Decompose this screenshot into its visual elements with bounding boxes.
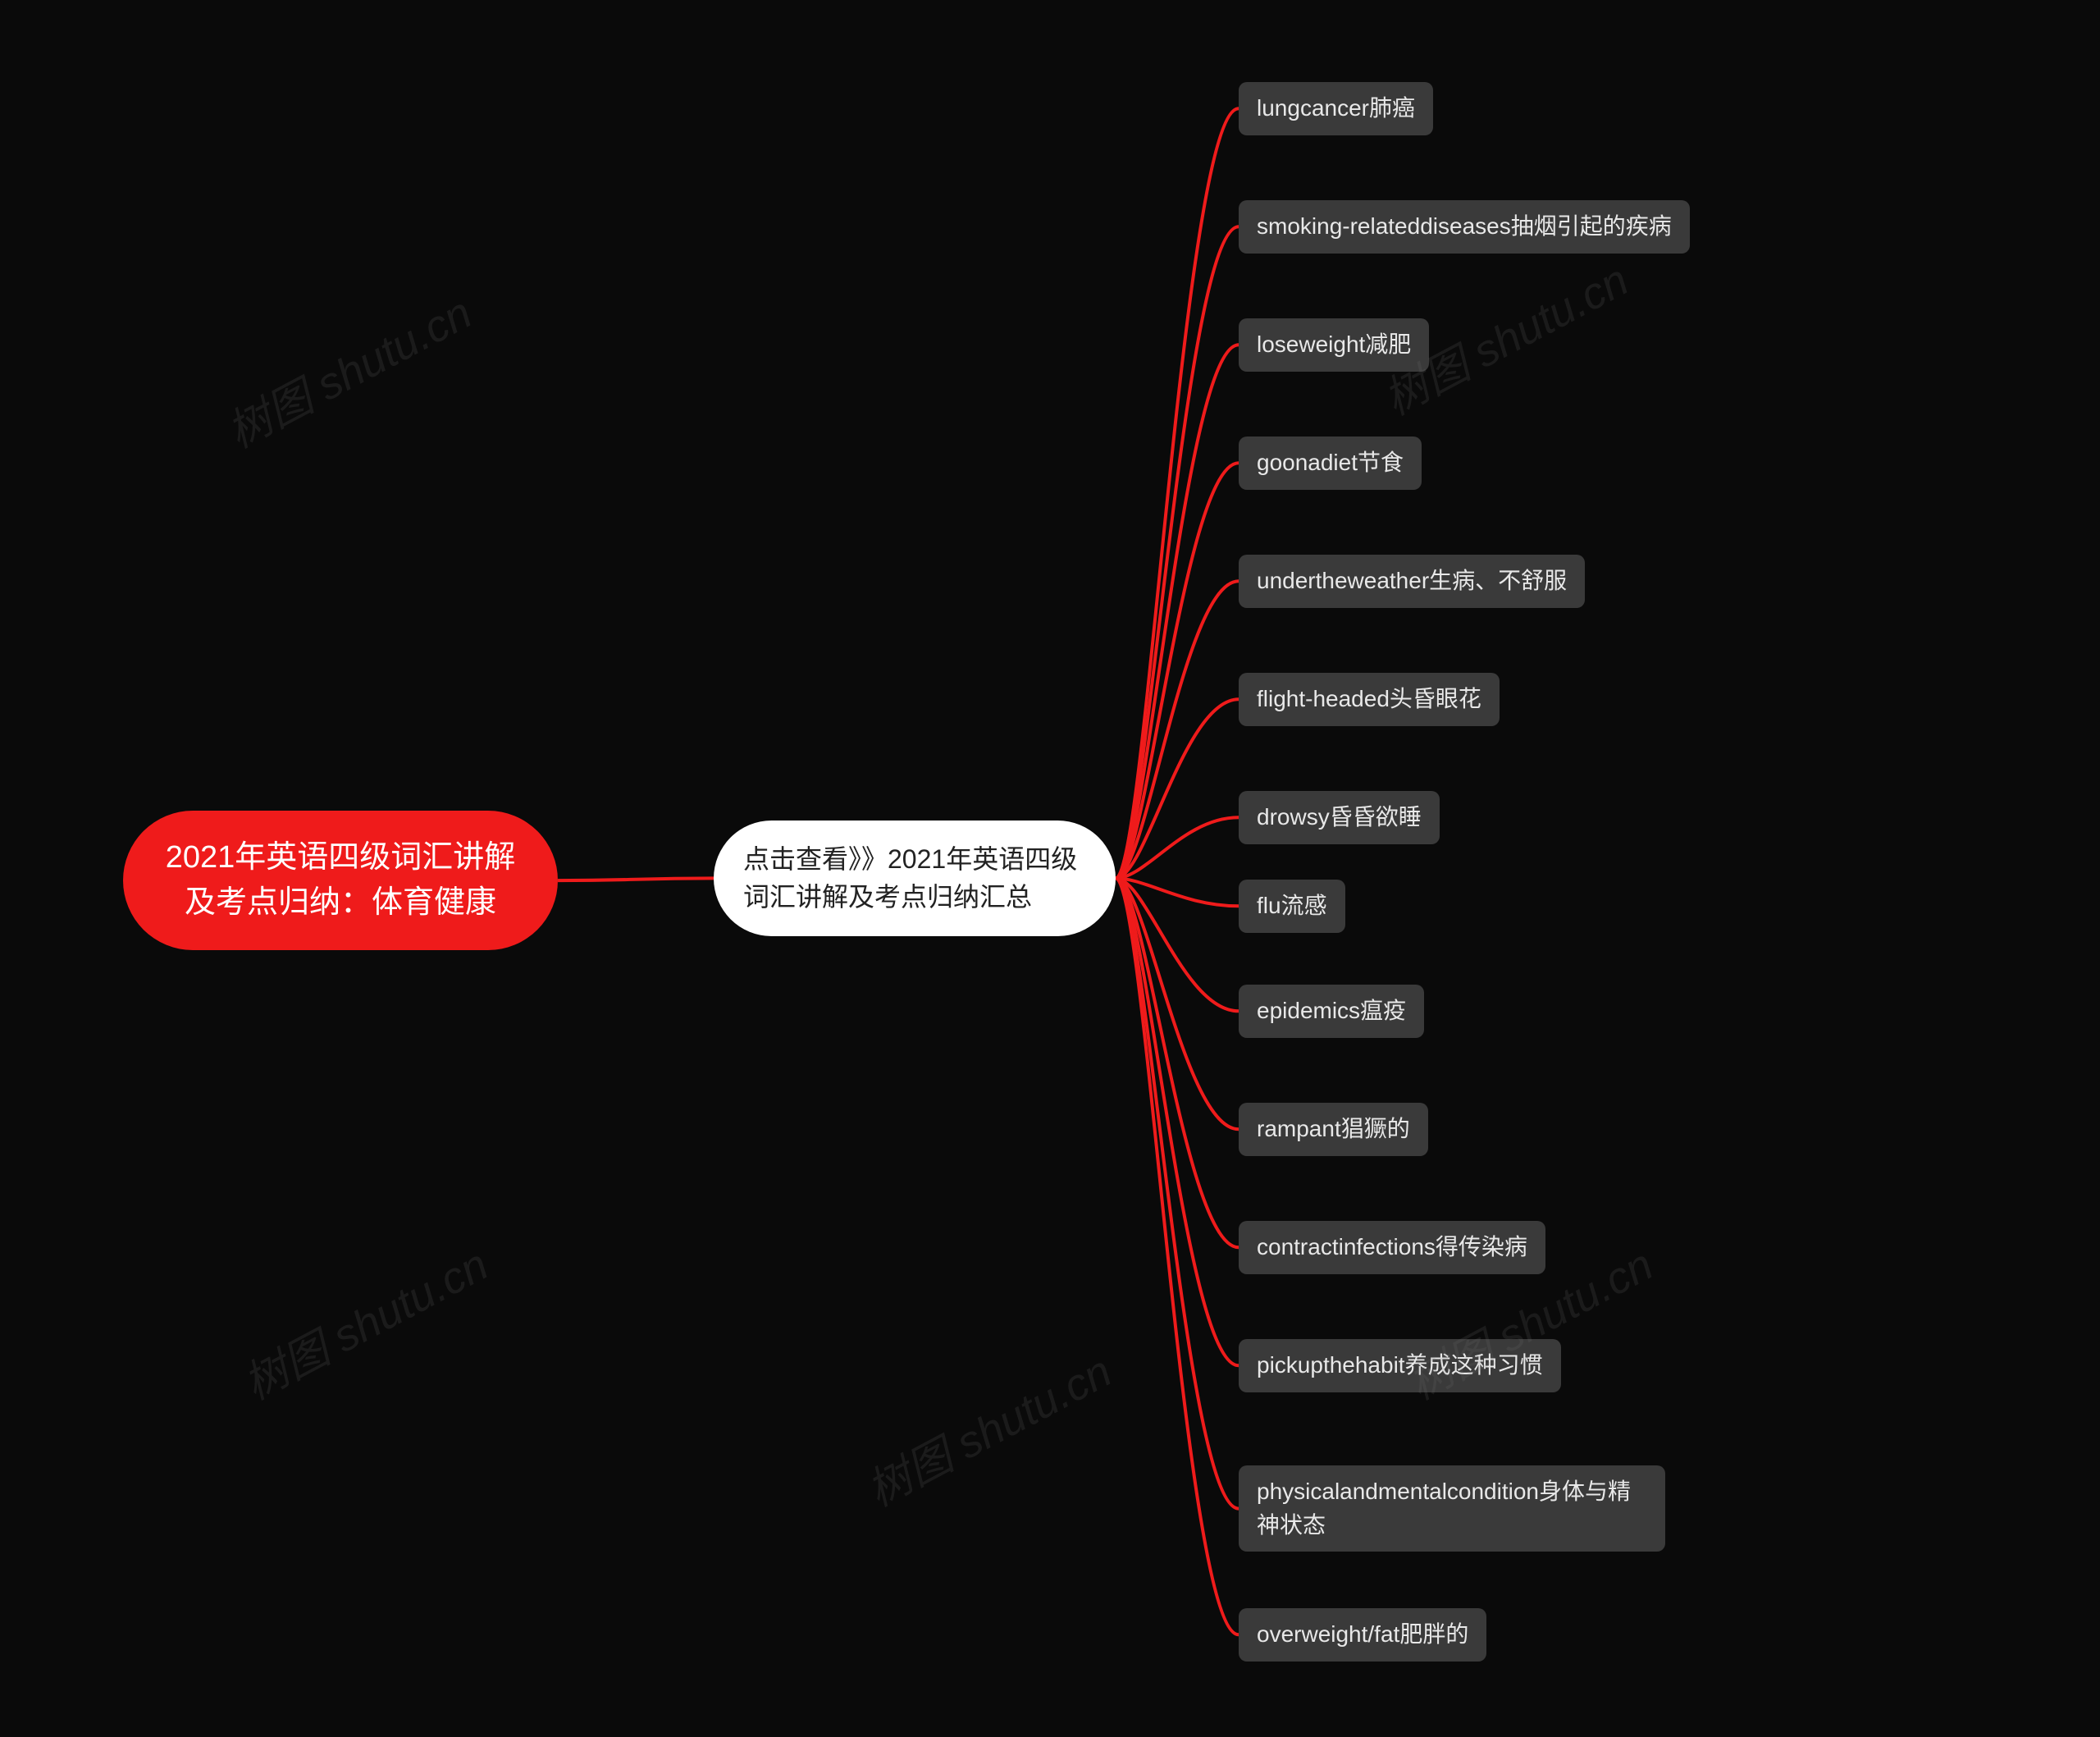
- leaf-label: pickupthehabit养成这种习惯: [1257, 1349, 1543, 1383]
- leaf-label: flu流感: [1257, 889, 1327, 923]
- leaf-node[interactable]: drowsy昏昏欲睡: [1239, 791, 1440, 844]
- leaf-node[interactable]: rampant猖獗的: [1239, 1103, 1428, 1156]
- leaf-label: loseweight减肥: [1257, 328, 1411, 362]
- leaf-node[interactable]: smoking-relateddiseases抽烟引起的疾病: [1239, 200, 1690, 254]
- leaf-node[interactable]: undertheweather生病、不舒服: [1239, 555, 1585, 608]
- leaf-label: overweight/fat肥胖的: [1257, 1618, 1468, 1652]
- root-label: 2021年英语四级词汇讲解及考点归纳：体育健康: [156, 835, 525, 926]
- leaf-node[interactable]: goonadiet节食: [1239, 437, 1422, 490]
- mid-label: 点击查看》》2021年英语四级词汇讲解及考点归纳汇总: [743, 840, 1086, 916]
- root-node[interactable]: 2021年英语四级词汇讲解及考点归纳：体育健康: [123, 811, 558, 950]
- leaf-label: epidemics瘟疫: [1257, 994, 1406, 1028]
- leaf-node[interactable]: physicalandmentalcondition身体与精神状态: [1239, 1465, 1665, 1552]
- leaf-node[interactable]: loseweight减肥: [1239, 318, 1429, 372]
- leaf-node[interactable]: lungcancer肺癌: [1239, 82, 1433, 135]
- leaf-label: goonadiet节食: [1257, 446, 1404, 480]
- leaf-node[interactable]: flu流感: [1239, 880, 1345, 933]
- leaf-label: undertheweather生病、不舒服: [1257, 565, 1567, 598]
- leaf-label: lungcancer肺癌: [1257, 92, 1415, 126]
- watermark-text: 树图 shutu.cn: [214, 277, 482, 460]
- leaf-node[interactable]: epidemics瘟疫: [1239, 985, 1424, 1038]
- mid-node[interactable]: 点击查看》》2021年英语四级词汇讲解及考点归纳汇总: [714, 821, 1116, 936]
- watermark-text: 树图 shutu.cn: [231, 1229, 498, 1412]
- mindmap-canvas: { "type": "mindmap", "background_color":…: [0, 0, 2100, 1737]
- leaf-node[interactable]: contractinfections得传染病: [1239, 1221, 1545, 1274]
- leaf-label: contractinfections得传染病: [1257, 1231, 1527, 1264]
- leaf-node[interactable]: flight-headed头昏眼花: [1239, 673, 1500, 726]
- leaf-label: smoking-relateddiseases抽烟引起的疾病: [1257, 210, 1672, 244]
- watermark-text: 树图 shutu.cn: [854, 1336, 1121, 1519]
- leaf-label: drowsy昏昏欲睡: [1257, 801, 1422, 834]
- leaf-label: flight-headed头昏眼花: [1257, 683, 1481, 716]
- leaf-node[interactable]: overweight/fat肥胖的: [1239, 1608, 1486, 1662]
- leaf-label: physicalandmentalcondition身体与精神状态: [1257, 1475, 1647, 1542]
- leaf-label: rampant猖獗的: [1257, 1113, 1410, 1146]
- leaf-node[interactable]: pickupthehabit养成这种习惯: [1239, 1339, 1561, 1392]
